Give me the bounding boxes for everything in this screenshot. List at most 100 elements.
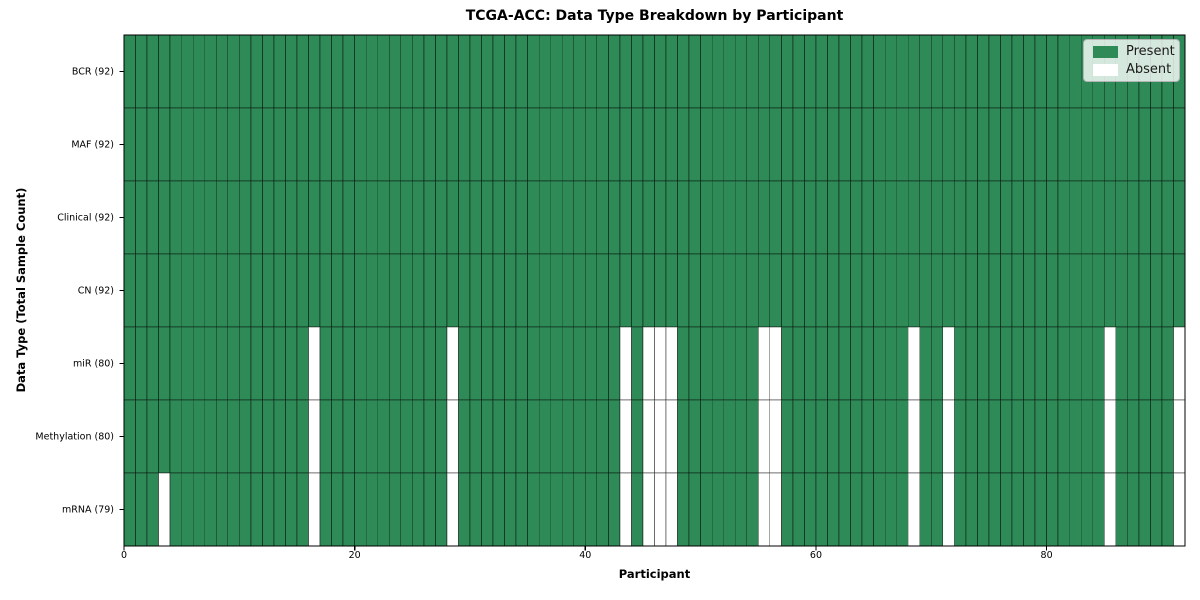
heatmap-cell bbox=[388, 326, 402, 401]
heatmap-cell bbox=[734, 180, 748, 255]
heatmap-cell bbox=[135, 253, 148, 328]
heatmap-cell bbox=[492, 253, 505, 328]
heatmap-cell bbox=[1069, 326, 1082, 401]
heatmap-cell bbox=[158, 253, 171, 328]
heatmap-cell bbox=[711, 180, 725, 255]
heatmap-cell bbox=[319, 472, 332, 547]
heatmap-cell bbox=[815, 253, 828, 328]
heatmap-cell bbox=[815, 180, 828, 255]
heatmap-cell bbox=[354, 472, 367, 547]
heatmap-cell bbox=[296, 107, 309, 182]
heatmap-cell bbox=[988, 180, 1001, 255]
heatmap-cell bbox=[607, 107, 621, 182]
heatmap-cell bbox=[169, 326, 183, 401]
heatmap-cell bbox=[723, 34, 736, 109]
heatmap-cell bbox=[492, 34, 505, 109]
heatmap-cell bbox=[354, 253, 367, 328]
heatmap-cell bbox=[596, 180, 609, 255]
heatmap-cell bbox=[319, 326, 332, 401]
heatmap-cell bbox=[377, 326, 390, 401]
heatmap-cell bbox=[1046, 253, 1059, 328]
heatmap-cell bbox=[388, 472, 402, 547]
heatmap-cell bbox=[861, 253, 875, 328]
heatmap-cell bbox=[285, 107, 298, 182]
heatmap-cell bbox=[1092, 326, 1105, 401]
heatmap-cell bbox=[423, 399, 436, 474]
heatmap-cell bbox=[873, 399, 886, 474]
heatmap-cell bbox=[734, 107, 748, 182]
heatmap-cell bbox=[988, 253, 1001, 328]
heatmap-cell bbox=[1103, 107, 1117, 182]
heatmap-cell bbox=[1115, 107, 1128, 182]
heatmap-cell bbox=[723, 253, 736, 328]
heatmap-cell bbox=[550, 34, 563, 109]
heatmap-cell bbox=[215, 107, 229, 182]
heatmap-cell bbox=[688, 399, 702, 474]
y-axis-label: Data Type (Total Sample Count) bbox=[14, 187, 28, 393]
heatmap-cell bbox=[308, 180, 321, 255]
heatmap-cell bbox=[446, 472, 459, 547]
heatmap-cell bbox=[1000, 253, 1013, 328]
heatmap-cell bbox=[273, 180, 286, 255]
heatmap-cell bbox=[850, 399, 863, 474]
y-tick-label-BCR: BCR (92) bbox=[71, 66, 114, 77]
heatmap-cell bbox=[481, 107, 494, 182]
heatmap-cell bbox=[446, 253, 459, 328]
heatmap-cell bbox=[135, 326, 148, 401]
heatmap-cell bbox=[746, 399, 759, 474]
heatmap-cell bbox=[227, 107, 240, 182]
heatmap-cell bbox=[930, 472, 944, 547]
heatmap-cell bbox=[942, 326, 955, 401]
heatmap-cell bbox=[584, 472, 598, 547]
heatmap-cell bbox=[838, 253, 851, 328]
heatmap-cell bbox=[458, 253, 471, 328]
heatmap-cell bbox=[769, 34, 782, 109]
heatmap-cell bbox=[538, 34, 552, 109]
y-tick-label-Methylation: Methylation (80) bbox=[35, 431, 114, 442]
heatmap-cell bbox=[400, 34, 413, 109]
heatmap-cell bbox=[215, 180, 229, 255]
heatmap-cell bbox=[1115, 253, 1128, 328]
heatmap-cell bbox=[504, 180, 517, 255]
heatmap-cell bbox=[365, 34, 379, 109]
heatmap-cell bbox=[319, 107, 332, 182]
heatmap-cell bbox=[261, 472, 275, 547]
heatmap-cell bbox=[965, 399, 978, 474]
heatmap-cell bbox=[988, 472, 1001, 547]
heatmap-cell bbox=[527, 180, 540, 255]
heatmap-cell bbox=[596, 472, 609, 547]
heatmap-cell bbox=[481, 399, 494, 474]
heatmap-cell bbox=[1023, 34, 1036, 109]
heatmap-cell bbox=[723, 326, 736, 401]
heatmap-cell bbox=[1138, 107, 1151, 182]
heatmap-cell bbox=[423, 326, 436, 401]
heatmap-cell bbox=[873, 107, 886, 182]
heatmap-cell bbox=[930, 253, 944, 328]
heatmap-cell bbox=[446, 107, 459, 182]
heatmap-cell bbox=[757, 180, 771, 255]
heatmap-cell bbox=[181, 399, 194, 474]
heatmap-cell bbox=[573, 326, 586, 401]
heatmap-cell bbox=[757, 399, 771, 474]
heatmap-cell bbox=[434, 326, 448, 401]
heatmap-cell bbox=[942, 399, 955, 474]
heatmap-cell bbox=[181, 253, 194, 328]
heatmap-cell bbox=[181, 326, 194, 401]
legend-entry-present: Present bbox=[1093, 45, 1179, 58]
heatmap-cell bbox=[204, 326, 217, 401]
heatmap-cell bbox=[377, 253, 390, 328]
heatmap-cell bbox=[769, 326, 782, 401]
heatmap-cell bbox=[930, 107, 944, 182]
heatmap-cell bbox=[988, 107, 1001, 182]
heatmap-cell bbox=[1034, 399, 1048, 474]
heatmap-cell bbox=[769, 472, 782, 547]
heatmap-cell bbox=[308, 399, 321, 474]
heatmap-cell bbox=[827, 399, 840, 474]
heatmap-cell bbox=[527, 399, 540, 474]
heatmap-cell bbox=[342, 180, 356, 255]
y-tick-label-Clinical: Clinical (92) bbox=[57, 212, 114, 223]
heatmap-cell bbox=[1161, 472, 1174, 547]
heatmap-cell bbox=[884, 253, 898, 328]
heatmap-cell bbox=[1080, 253, 1094, 328]
heatmap-cell bbox=[1103, 472, 1117, 547]
